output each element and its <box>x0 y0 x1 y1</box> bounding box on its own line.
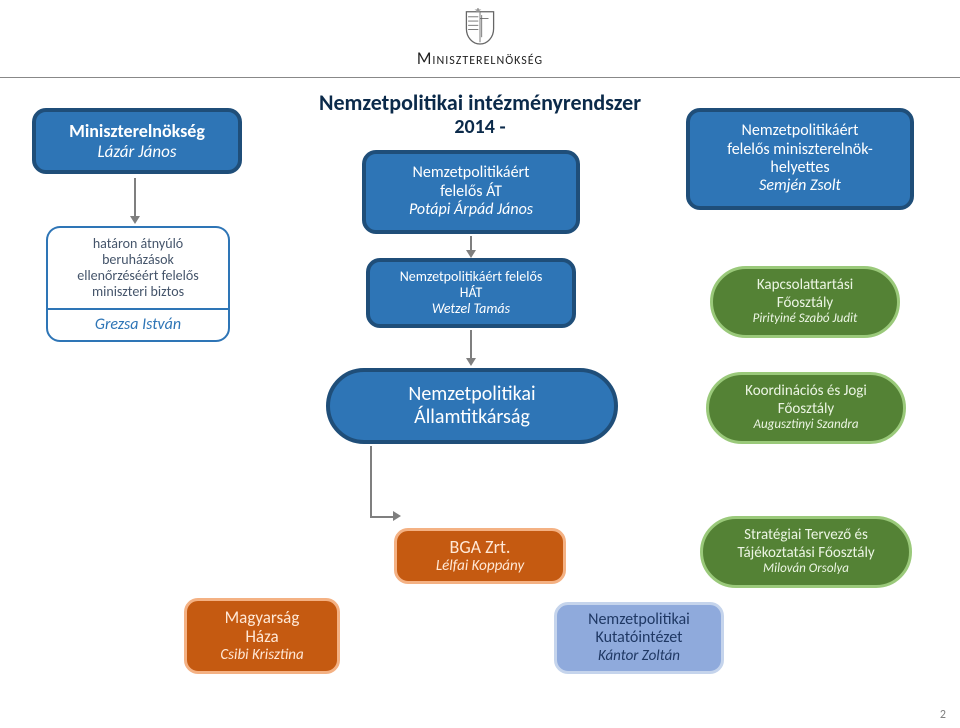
node-label: Miniszterelnökség <box>46 121 228 142</box>
node-pm-office: Miniszterelnökség Lázár János <box>32 108 242 174</box>
node-allam: Nemzetpolitikai Államtitkárság <box>326 368 618 444</box>
arrow-2-head <box>466 250 476 258</box>
node-hat: Nemzetpolitikáért felelős HÁT Wetzel Tam… <box>366 258 576 328</box>
node-bga: BGA Zrt. Lélfai Koppány <box>394 528 566 584</box>
node-at: Nemzetpolitikáért felelős ÁT Potápi Árpá… <box>362 150 580 234</box>
arrow-3 <box>470 330 472 360</box>
node-grezsa-person: Grezsa István <box>46 308 230 342</box>
diagram-canvas: Miniszterelnökség Lázár János határon át… <box>0 0 960 728</box>
elbow-v1 <box>370 446 372 516</box>
page-number: 2 <box>940 708 946 722</box>
node-helyettes: Nemzetpolitikáért felelős miniszterelnök… <box>686 108 914 210</box>
node-magyarsag: Magyarság Háza Csibi Krisztina <box>184 598 340 674</box>
node-grezsa-desc: határon átnyúló beruházások ellenőrzéséé… <box>46 226 230 308</box>
node-kapcs: Kapcsolattartási Főosztály Pirityiné Sza… <box>710 266 900 338</box>
arrow-3-head <box>466 358 476 366</box>
node-person: Lázár János <box>46 142 228 162</box>
node-koord: Koordinációs és Jogi Főosztály Augusztin… <box>706 372 906 444</box>
arrow-1-head <box>130 216 140 224</box>
elbow-head <box>393 511 401 521</box>
node-kutato: Nemzetpolitikai Kutatóintézet Kántor Zol… <box>554 602 724 674</box>
node-strat: Stratégiai Tervező és Tájékoztatási Főos… <box>700 516 912 588</box>
arrow-1 <box>134 178 136 218</box>
